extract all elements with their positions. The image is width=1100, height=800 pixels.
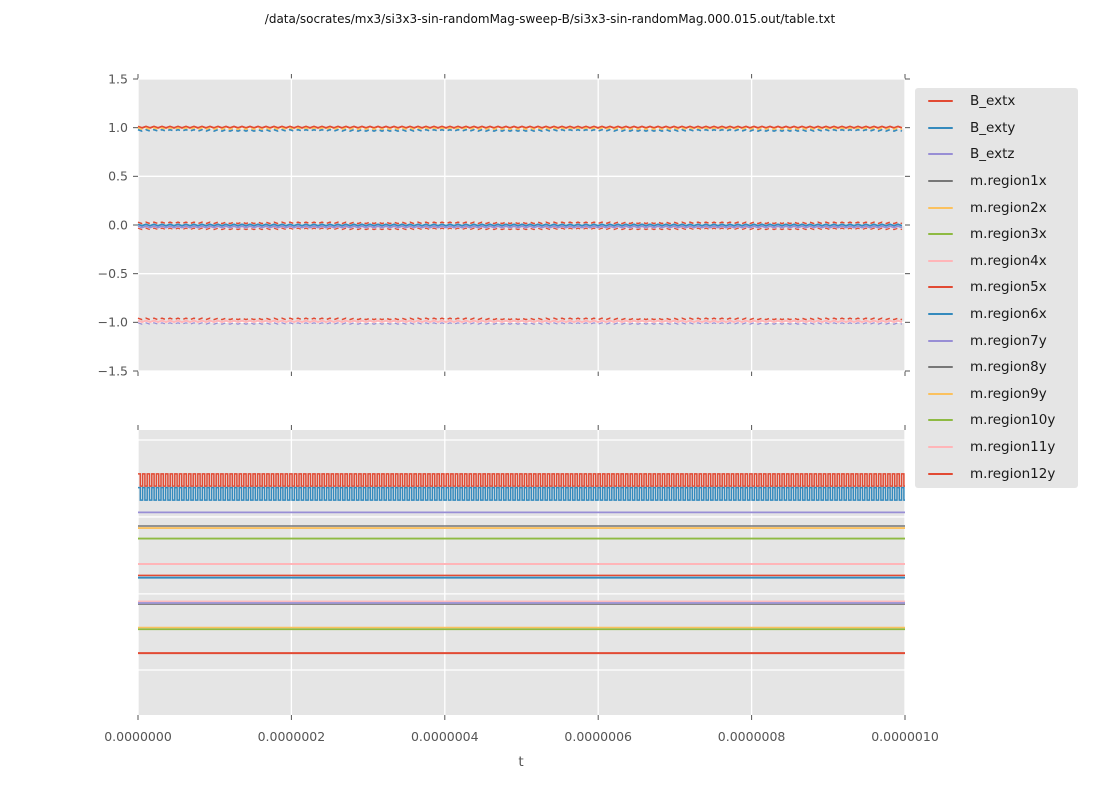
legend-line-sample xyxy=(928,286,953,289)
legend-line-sample xyxy=(928,339,953,342)
legend-line-sample xyxy=(928,153,953,156)
legend-line-sample xyxy=(928,419,953,422)
y-tick-label: −1.5 xyxy=(98,363,128,378)
legend-item: B_extx xyxy=(915,88,1078,115)
legend-item: m.region4x xyxy=(915,248,1078,275)
legend-item-label: m.region10y xyxy=(970,412,1056,429)
legend-item-label: B_extx xyxy=(970,93,1016,110)
x-tick-label: 0.0000000 xyxy=(104,729,172,744)
legend-line-sample xyxy=(928,472,953,475)
legend-line-sample xyxy=(928,233,953,236)
legend-item: m.region3x xyxy=(915,221,1078,248)
legend-line-sample xyxy=(928,259,953,262)
figure-title: /data/socrates/mx3/si3x3-sin-randomMag-s… xyxy=(264,12,836,26)
x-tick-label: 0.0000006 xyxy=(564,729,632,744)
y-tick-label: 0.0 xyxy=(108,217,128,232)
y-tick-label: 1.5 xyxy=(108,71,128,86)
legend-item-label: m.region3x xyxy=(970,226,1047,243)
legend-item-label: m.region6x xyxy=(970,306,1047,323)
legend-item-label: m.region11y xyxy=(970,439,1056,456)
x-tick-label: 0.0000010 xyxy=(871,729,939,744)
series-band-minus1-pink-solid xyxy=(137,319,903,324)
legend-item-label: m.region9y xyxy=(970,385,1047,402)
legend-item: m.region8y xyxy=(915,354,1078,381)
series-band-plus1-orange-dash xyxy=(137,127,903,131)
legend-item-label: m.region8y xyxy=(970,359,1047,376)
legend-item-label: m.region2x xyxy=(970,199,1047,216)
legend-item: m.region10y xyxy=(915,407,1078,434)
series-band-zero-red-dash-bot xyxy=(137,227,903,231)
legend-item-label: m.region7y xyxy=(970,332,1047,349)
legend-item: m.region5x xyxy=(915,274,1078,301)
legend-line-sample xyxy=(928,446,953,449)
legend-item-label: B_exty xyxy=(970,119,1016,136)
legend-line-sample xyxy=(928,180,953,183)
legend-line-sample xyxy=(928,206,953,209)
y-tick-label: −0.5 xyxy=(98,266,128,281)
legend-item: m.region2x xyxy=(915,194,1078,221)
legend: B_extx B_exty B_extz m.region1x m.region2x m.… xyxy=(915,88,1078,488)
legend-item: m.region9y xyxy=(915,381,1078,408)
legend-line-sample xyxy=(928,392,953,395)
legend-item-label: m.region4x xyxy=(970,252,1047,269)
y-tick-label: −1.0 xyxy=(98,315,128,330)
legend-item-label: m.region1x xyxy=(970,173,1047,190)
legend-line-sample xyxy=(928,366,953,369)
legend-item-label: m.region5x xyxy=(970,279,1047,296)
legend-item: B_exty xyxy=(915,115,1078,142)
legend-item: m.region7y xyxy=(915,327,1078,354)
x-axis-label: t xyxy=(518,754,523,770)
panel-background xyxy=(138,430,905,715)
legend-item: m.region11y xyxy=(915,434,1078,461)
legend-item: m.region12y xyxy=(915,460,1078,487)
legend-item-label: B_extz xyxy=(970,146,1015,163)
x-tick-label: 0.0000002 xyxy=(258,729,326,744)
series-band-minus1-red-dash xyxy=(137,317,903,321)
series-band-minus1-purple-dash xyxy=(137,322,903,325)
series-band-zero-red-dash-top xyxy=(137,221,903,225)
series-band-zero-purple-solid xyxy=(137,225,903,229)
legend-line-sample xyxy=(928,100,953,103)
legend-item-label: m.region12y xyxy=(970,465,1056,482)
series-square-wave-red xyxy=(138,473,905,487)
legend-item: m.region1x xyxy=(915,168,1078,195)
legend-line-sample xyxy=(928,126,953,129)
y-tick-label: 1.0 xyxy=(108,120,128,135)
x-tick-label: 0.0000004 xyxy=(411,729,479,744)
legend-item: m.region6x xyxy=(915,301,1078,328)
legend-line-sample xyxy=(928,313,953,316)
y-tick-label: 0.5 xyxy=(108,169,128,184)
series-band-plus1-red-solid xyxy=(137,125,903,129)
series-square-wave-blue xyxy=(138,486,905,501)
legend-item: B_extz xyxy=(915,141,1078,168)
series-band-plus1-blue-dash xyxy=(137,128,903,132)
series-band-zero-blue-solid xyxy=(137,223,903,227)
x-tick-label: 0.0000008 xyxy=(718,729,786,744)
